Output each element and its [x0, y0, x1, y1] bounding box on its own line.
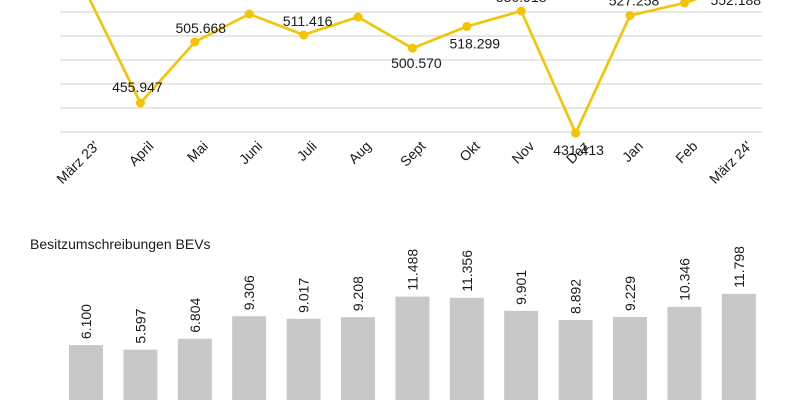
- x-tick-label-8: Nov: [508, 138, 537, 167]
- bar-4: [286, 318, 321, 400]
- bar-value-label-11: 10.346: [676, 258, 692, 301]
- line-point-3: [244, 9, 254, 19]
- bar-value-label-1: 5.597: [132, 308, 148, 343]
- line-point-8: [516, 6, 526, 16]
- bar-value-label-4: 9.017: [296, 278, 312, 313]
- bar-8: [504, 310, 539, 400]
- bar-value-label-6: 11.488: [404, 249, 420, 291]
- line-point-1: [135, 98, 145, 108]
- line-point-11: [679, 0, 689, 8]
- bar-2: [177, 338, 212, 400]
- line-point-9: [571, 128, 581, 138]
- line-value-label-12: 552.188: [710, 0, 761, 8]
- x-tick-label-3: Juni: [236, 138, 265, 167]
- bar-value-label-7: 11.356: [459, 250, 475, 292]
- line-value-label-6: 500.570: [391, 55, 442, 71]
- bar-value-label-0: 6.100: [78, 304, 94, 339]
- x-tick-label-1: April: [125, 138, 156, 169]
- x-tick-label-11: Feb: [672, 138, 701, 167]
- bar-9: [558, 319, 593, 400]
- line-value-label-8: 530.918: [496, 0, 547, 5]
- x-tick-label-4: Juli: [294, 138, 320, 164]
- bar-3: [232, 316, 267, 400]
- x-tick-label-0: März 23': [53, 138, 102, 187]
- line-value-label-10: 527.258: [609, 0, 660, 9]
- x-tick-label-6: Sept: [397, 138, 429, 170]
- line-point-10: [625, 11, 635, 21]
- line-point-4: [299, 30, 309, 40]
- line-point-2: [190, 37, 200, 47]
- x-tick-label-5: Aug: [345, 138, 374, 167]
- bar-chart-title: Besitzumschreibungen BEVs: [30, 236, 211, 252]
- line-value-label-1: 455.947: [112, 79, 163, 95]
- bar-value-label-12: 11.798: [731, 246, 747, 288]
- x-tick-label-2: Mai: [184, 138, 211, 165]
- line-value-label-4: 511.416: [283, 13, 333, 29]
- x-tick-label-10: Jan: [619, 138, 646, 165]
- bar-value-label-8: 9.901: [513, 270, 529, 305]
- bar-0: [69, 345, 103, 400]
- bar-10: [613, 316, 647, 400]
- bar-value-label-2: 6.804: [187, 298, 203, 333]
- bar-value-label-9: 8.892: [568, 279, 584, 314]
- bar-12: [721, 293, 756, 400]
- x-tick-label-12: März 24': [706, 138, 755, 187]
- bar-5: [341, 317, 375, 400]
- bar-value-label-5: 9.208: [350, 276, 366, 311]
- line-point-5: [353, 12, 363, 22]
- x-tick-label-7: Okt: [456, 138, 483, 165]
- line-value-label-7: 518.299: [449, 35, 500, 51]
- line-value-label-9: 431.413: [553, 142, 604, 158]
- line-point-6: [407, 43, 417, 53]
- line-point-7: [462, 21, 472, 31]
- bar-value-label-10: 9.229: [622, 276, 638, 311]
- line-value-label-2: 505.668: [175, 20, 226, 36]
- bar-1: [123, 349, 158, 400]
- bar-value-label-3: 9.306: [241, 275, 257, 310]
- bar-6: [395, 296, 430, 400]
- bar-11: [667, 306, 702, 400]
- bar-7: [449, 297, 484, 400]
